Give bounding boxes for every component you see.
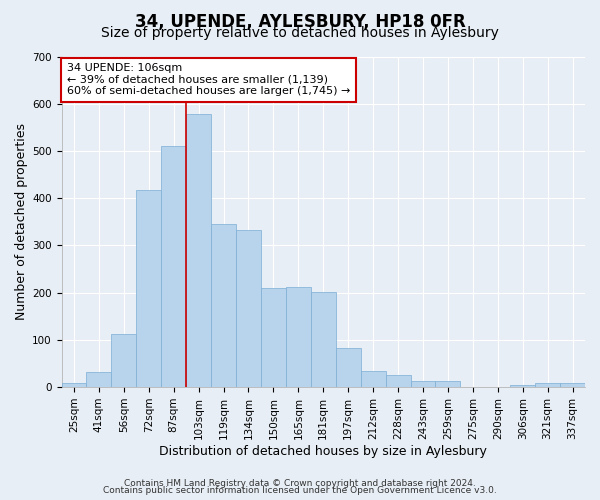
Bar xyxy=(286,287,311,387)
Bar xyxy=(236,230,261,387)
Bar xyxy=(535,384,560,387)
Bar xyxy=(311,292,336,387)
Y-axis label: Number of detached properties: Number of detached properties xyxy=(15,124,28,320)
Bar xyxy=(510,384,535,387)
Text: Contains HM Land Registry data © Crown copyright and database right 2024.: Contains HM Land Registry data © Crown c… xyxy=(124,478,476,488)
Bar xyxy=(62,384,86,387)
Text: 34, UPENDE, AYLESBURY, HP18 0FR: 34, UPENDE, AYLESBURY, HP18 0FR xyxy=(134,12,466,30)
Bar xyxy=(361,370,386,387)
Text: Size of property relative to detached houses in Aylesbury: Size of property relative to detached ho… xyxy=(101,26,499,40)
Bar xyxy=(186,114,211,387)
Bar xyxy=(410,382,436,387)
Bar xyxy=(161,146,186,387)
Bar xyxy=(86,372,112,387)
Text: 34 UPENDE: 106sqm
← 39% of detached houses are smaller (1,139)
60% of semi-detac: 34 UPENDE: 106sqm ← 39% of detached hous… xyxy=(67,63,350,96)
Bar xyxy=(261,288,286,387)
Bar xyxy=(211,224,236,387)
X-axis label: Distribution of detached houses by size in Aylesbury: Distribution of detached houses by size … xyxy=(160,444,487,458)
Bar xyxy=(136,190,161,387)
Text: Contains public sector information licensed under the Open Government Licence v3: Contains public sector information licen… xyxy=(103,486,497,495)
Bar xyxy=(336,348,361,387)
Bar xyxy=(436,382,460,387)
Bar xyxy=(112,334,136,387)
Bar xyxy=(560,384,585,387)
Bar xyxy=(386,376,410,387)
